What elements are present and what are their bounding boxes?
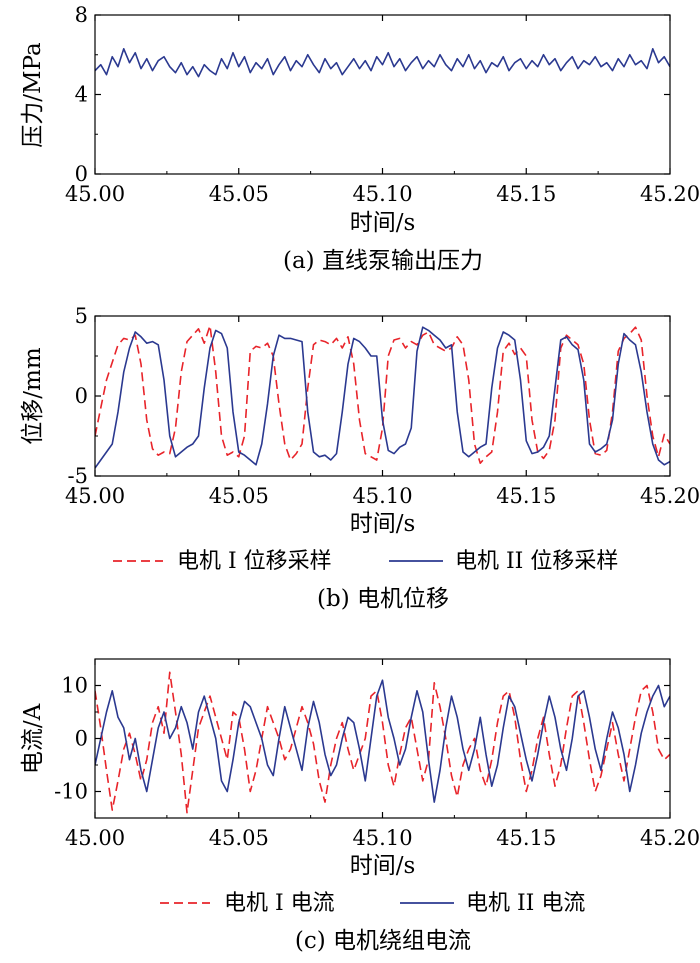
- legend-label-1: 电机 I 位移采样: [177, 549, 332, 574]
- y-tick-label: -10: [54, 780, 88, 804]
- panel-caption: (a) 直线泵输出压力: [283, 248, 483, 274]
- y-tick-label: 0: [75, 384, 88, 408]
- x-tick-label: 45.20: [640, 826, 700, 850]
- y-axis-label: 电流/A: [20, 703, 46, 774]
- panel-caption: (c) 电机绕组电流: [295, 928, 471, 954]
- legend-label-2: 电机 II 位移采样: [455, 549, 618, 574]
- x-tick-label: 45.15: [496, 826, 556, 850]
- legend-label-1: 电机 I 电流: [224, 891, 335, 916]
- x-tick-label: 45.10: [352, 826, 412, 850]
- series-line-1: [95, 671, 670, 814]
- y-tick-label: 10: [61, 674, 88, 698]
- y-axis-label: 压力/MPa: [20, 42, 46, 148]
- chart-panel-a: 45.00 45.05 45.10 45.15 45.20 0 4 8 压力/MPa 时间/s (a…: [20, 3, 700, 274]
- legend-label-2: 电机 II 电流: [466, 891, 585, 916]
- x-tick-label: 45.05: [209, 484, 269, 508]
- x-tick-label: 45.00: [65, 182, 125, 206]
- chart-panel-c: 45.00 45.05 45.10 45.15 45.20 -10 0 10 电流/A 时间/s 电…: [20, 658, 700, 954]
- x-axis-label: 时间/s: [350, 511, 416, 537]
- series-line-1: [95, 324, 670, 465]
- y-tick-label: 4: [75, 83, 88, 107]
- x-tick-label: 45.00: [65, 826, 125, 850]
- x-tick-label: 45.20: [640, 182, 700, 206]
- x-tick-label: 45.15: [496, 484, 556, 508]
- series-line-2: [95, 326, 670, 469]
- y-tick-label: 8: [75, 3, 88, 27]
- y-tick-label: 0: [75, 162, 88, 186]
- series-line-2: [95, 679, 670, 803]
- y-tick-label: 5: [75, 304, 88, 328]
- y-tick-label: 0: [75, 727, 88, 751]
- x-tick-label: 45.15: [496, 182, 556, 206]
- panel-caption: (b) 电机位移: [317, 586, 449, 612]
- x-tick-label: 45.05: [209, 826, 269, 850]
- x-tick-label: 45.20: [640, 484, 700, 508]
- x-axis-label: 时间/s: [350, 210, 416, 236]
- x-axis-label: 时间/s: [350, 853, 416, 879]
- x-tick-label: 45.00: [65, 484, 125, 508]
- chart-panel-b: 45.00 45.05 45.10 45.15 45.20 -5 0 5 位移/mm 时间/s 电机…: [20, 304, 700, 612]
- plot-frame: [94, 14, 671, 175]
- x-tick-label: 45.05: [209, 182, 269, 206]
- x-tick-label: 45.10: [352, 484, 412, 508]
- y-tick-label: -5: [68, 464, 88, 488]
- y-axis-label: 位移/mm: [20, 347, 46, 445]
- x-tick-label: 45.10: [352, 182, 412, 206]
- series-line-1: [95, 47, 670, 78]
